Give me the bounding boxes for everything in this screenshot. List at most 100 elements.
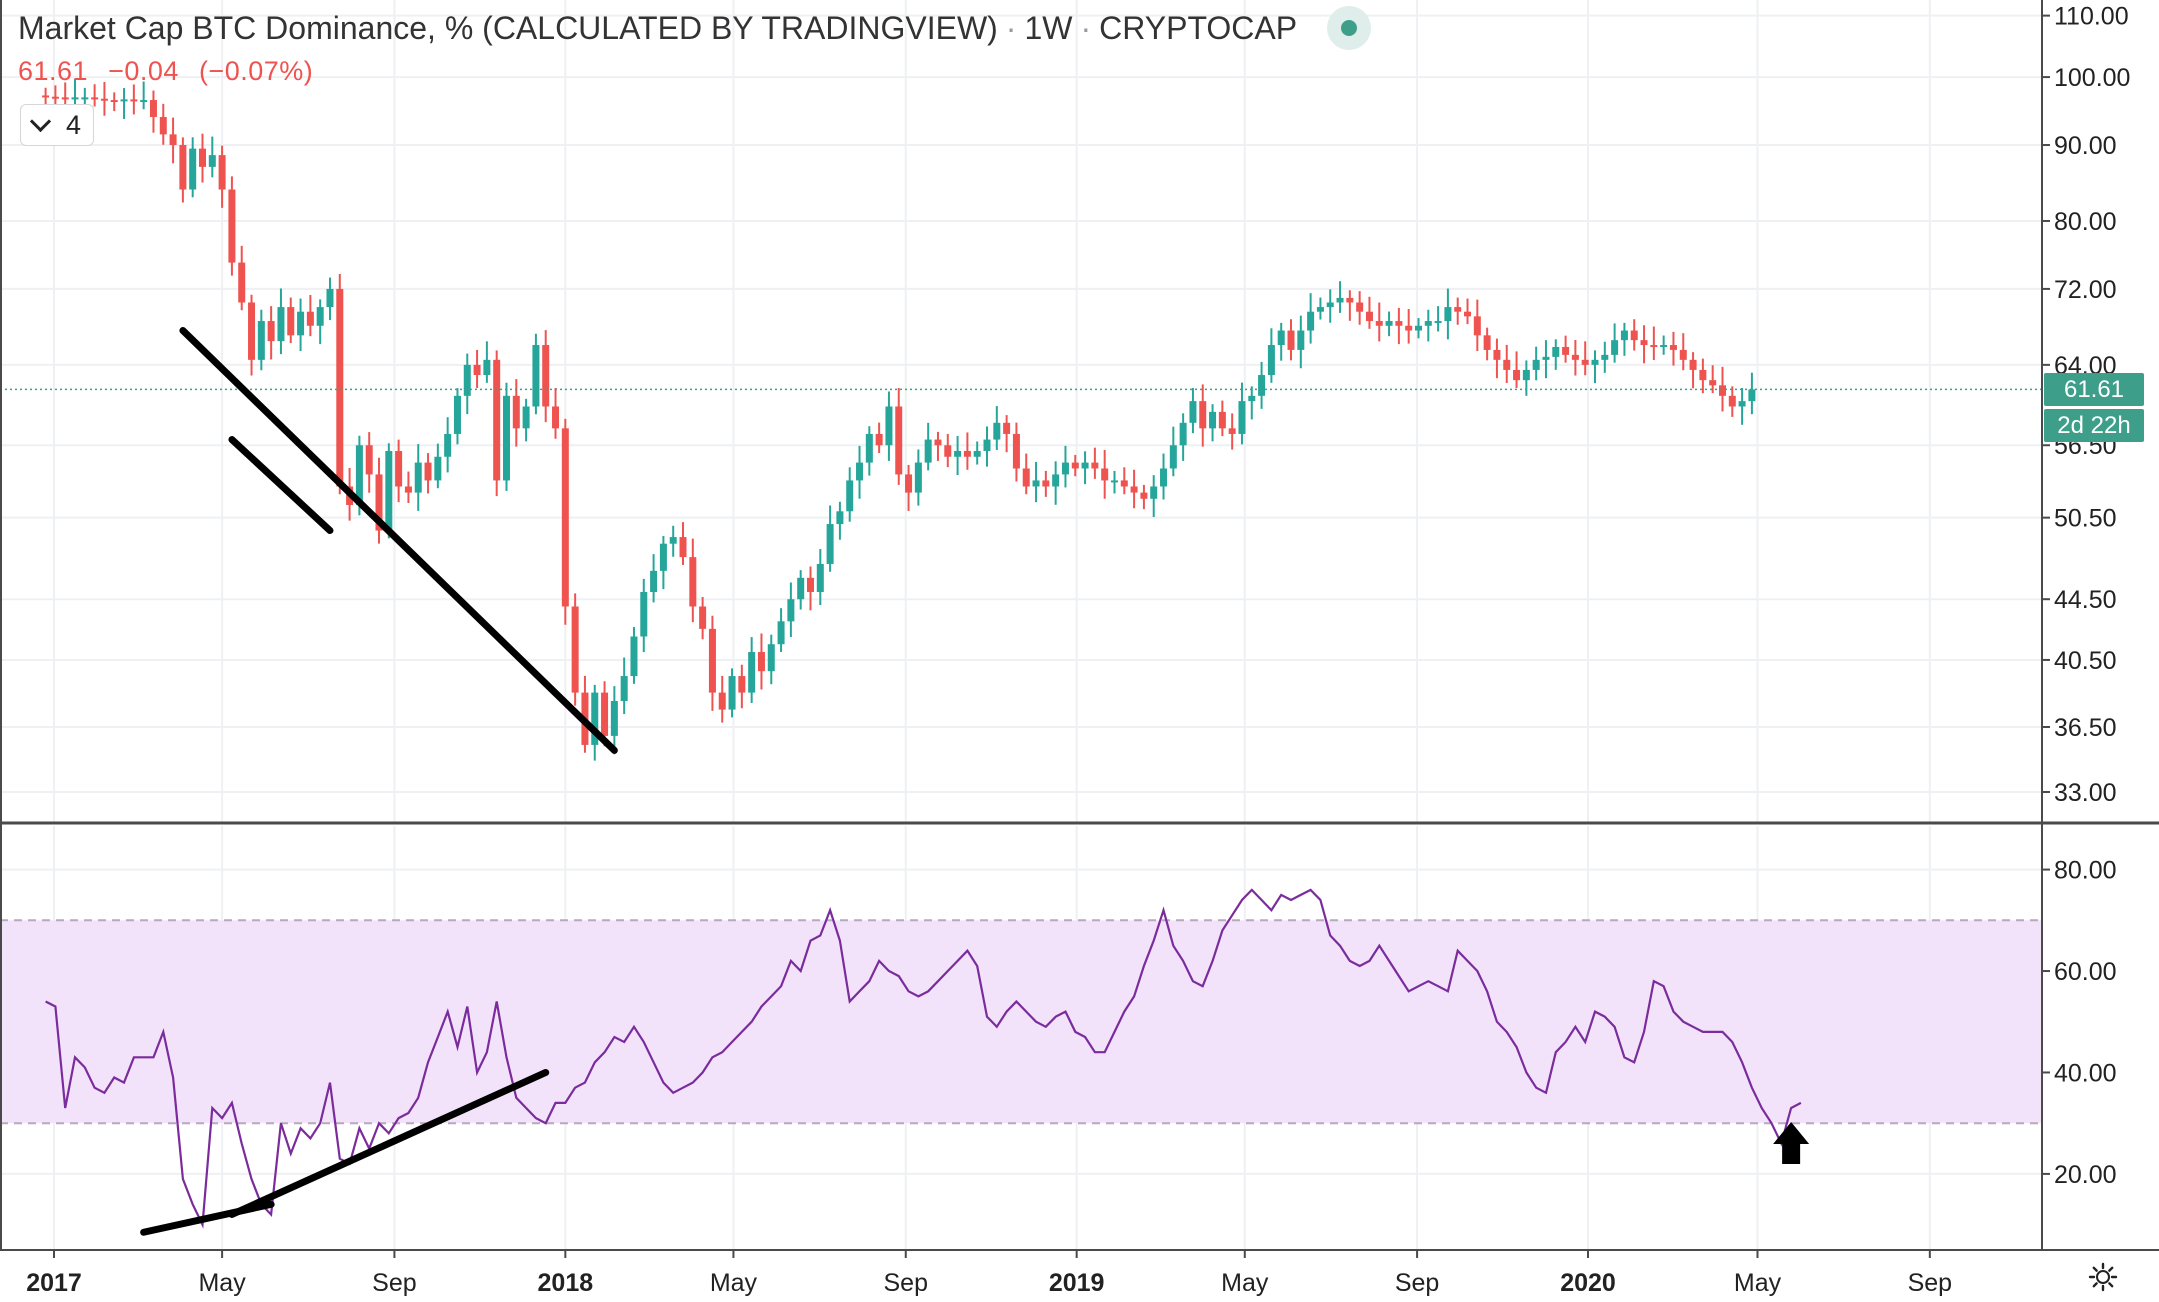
candle-body — [453, 395, 461, 434]
candle-body — [395, 450, 403, 487]
time-tick-label: 2018 — [538, 1269, 594, 1297]
separator: · — [1005, 9, 1017, 46]
candle-body — [1660, 345, 1668, 348]
candle-body — [179, 145, 187, 190]
candle-body — [1267, 345, 1275, 376]
time-tick-label: May — [710, 1269, 758, 1297]
rsi-tick-label: 20.00 — [2054, 1161, 2117, 1189]
candle-body — [1581, 359, 1589, 365]
interval-label[interactable]: 1W — [1024, 9, 1073, 46]
candle-body — [1728, 395, 1736, 407]
candle-body — [708, 628, 716, 693]
candlestick-series — [42, 78, 1756, 761]
candle-body — [571, 606, 579, 693]
candle-body — [1150, 486, 1158, 499]
candle-body — [1356, 302, 1364, 312]
time-tick-label: May — [198, 1269, 246, 1297]
indicator-count: 4 — [65, 109, 82, 140]
candle-body — [1679, 349, 1687, 360]
candle-body — [875, 433, 883, 446]
trendline-price-short[interactable] — [228, 436, 334, 535]
candle-body — [1110, 480, 1118, 483]
trendline-rsi-rising[interactable] — [228, 1068, 550, 1218]
candle-body — [355, 445, 363, 505]
candle-body — [228, 189, 236, 263]
candle-body — [110, 100, 118, 103]
time-tick-label: 2017 — [26, 1269, 82, 1297]
candle-body — [502, 395, 510, 481]
candle-body — [1395, 321, 1403, 326]
candle-body — [787, 599, 795, 622]
candle-body — [1669, 345, 1677, 350]
candle-body — [1365, 311, 1373, 322]
candle-body — [1160, 468, 1168, 487]
candle-body — [130, 99, 138, 102]
candle-body — [1336, 297, 1344, 303]
time-tick-label: 2019 — [1049, 1269, 1105, 1297]
candle-body — [61, 97, 69, 100]
candle-body — [591, 692, 599, 745]
candle-body — [816, 563, 824, 592]
candle-body — [434, 456, 442, 481]
candle-body — [1385, 321, 1393, 326]
candle-body — [218, 155, 226, 190]
user-trendlines — [140, 327, 618, 1236]
candle-body — [473, 364, 481, 376]
gear-icon[interactable] — [2088, 1262, 2118, 1292]
candle-body — [699, 606, 707, 629]
candle-body — [914, 462, 922, 493]
axes — [0, 0, 2159, 1251]
candle-body — [610, 701, 618, 736]
separator: · — [1080, 9, 1092, 46]
candle-body — [1414, 325, 1422, 331]
symbol-title: Market Cap BTC Dominance, % (CALCULATED … — [18, 9, 998, 46]
time-tick-label: May — [1734, 1269, 1782, 1297]
candle-body — [1218, 411, 1226, 429]
trendline-price-long[interactable] — [179, 327, 618, 754]
candle-body — [1464, 311, 1472, 317]
candle-body — [1071, 462, 1079, 469]
candle-body — [1061, 462, 1069, 475]
time-tick-label: Sep — [1908, 1269, 1952, 1297]
candle-body — [934, 439, 942, 446]
candle-body — [963, 450, 971, 457]
candle-body — [1022, 468, 1030, 487]
candle-body — [1542, 356, 1550, 360]
bar-countdown-tag: 2d 22h — [2044, 409, 2144, 443]
candle-body — [326, 288, 334, 308]
candle-body — [1101, 468, 1109, 481]
candle-body — [51, 96, 59, 99]
candle-body — [924, 439, 932, 463]
candle-body — [836, 511, 844, 525]
candle-body — [1591, 359, 1599, 365]
price-change-percent: (−0.07%) — [198, 56, 314, 86]
quote-values: 61.61 −0.04 (−0.07%) — [18, 56, 325, 87]
candle-body — [689, 557, 697, 607]
price-tick-label: 40.50 — [2054, 647, 2117, 675]
rsi-tick-label: 60.00 — [2054, 958, 2117, 986]
candle-body — [885, 406, 893, 446]
candle-body — [973, 450, 981, 457]
candle-body — [1503, 359, 1511, 370]
candle-body — [1199, 401, 1207, 429]
candle-body — [277, 307, 285, 342]
candle-body — [1248, 395, 1256, 402]
candle-body — [1493, 349, 1501, 360]
candle-body — [1424, 321, 1432, 326]
candle-body — [895, 406, 903, 475]
time-tick-label: Sep — [1395, 1269, 1439, 1297]
candle-body — [1287, 330, 1295, 350]
price-tick-label: 36.50 — [2054, 714, 2117, 742]
indicators-collapse-button[interactable]: 4 — [20, 104, 94, 146]
candle-body — [336, 288, 344, 487]
candle-body — [738, 676, 746, 693]
candle-body — [365, 445, 373, 475]
rsi-tick-label: 40.00 — [2054, 1059, 2117, 1087]
rsi-overbought-oversold-band — [0, 920, 2042, 1124]
candle-body — [1522, 369, 1530, 381]
candle-body — [1032, 480, 1040, 487]
candle-body — [1042, 480, 1050, 487]
candle-body — [120, 99, 128, 102]
market-status-icon[interactable] — [1327, 6, 1372, 50]
